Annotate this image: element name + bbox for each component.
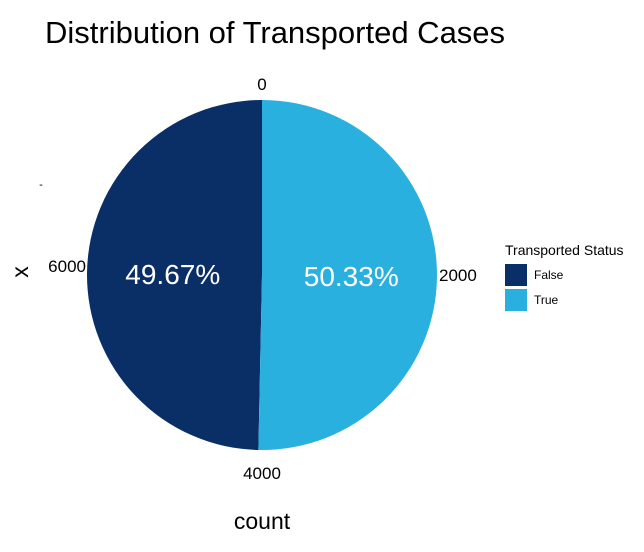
angular-tick-label: 2000 — [439, 266, 477, 285]
legend: Transported Status False True — [505, 242, 624, 311]
angular-tick-label: 6000 — [48, 257, 86, 276]
slice-label-true: 50.33% — [304, 261, 399, 292]
legend-swatch-true — [505, 289, 527, 311]
x-axis-title: count — [234, 508, 291, 534]
legend-items: False True — [505, 264, 564, 311]
legend-swatch-false — [505, 264, 527, 286]
legend-label-true: True — [534, 293, 559, 307]
angular-tick-label: 0 — [257, 75, 266, 94]
pie-slice-false — [87, 100, 262, 450]
y-axis-tick-label: - — [39, 179, 43, 191]
pie-slices — [87, 100, 438, 450]
y-axis-title: x — [7, 266, 33, 278]
pie-slice-labels: 49.67% 50.33% — [125, 259, 398, 292]
pie-slice-true — [258, 100, 438, 450]
angular-tick-labels: 0 2000 4000 6000 — [48, 75, 477, 483]
legend-label-false: False — [534, 268, 564, 282]
angular-tick-label: 4000 — [243, 464, 281, 483]
legend-title: Transported Status — [505, 242, 624, 258]
slice-label-false: 49.67% — [125, 259, 220, 290]
chart-title: Distribution of Transported Cases — [45, 15, 505, 50]
